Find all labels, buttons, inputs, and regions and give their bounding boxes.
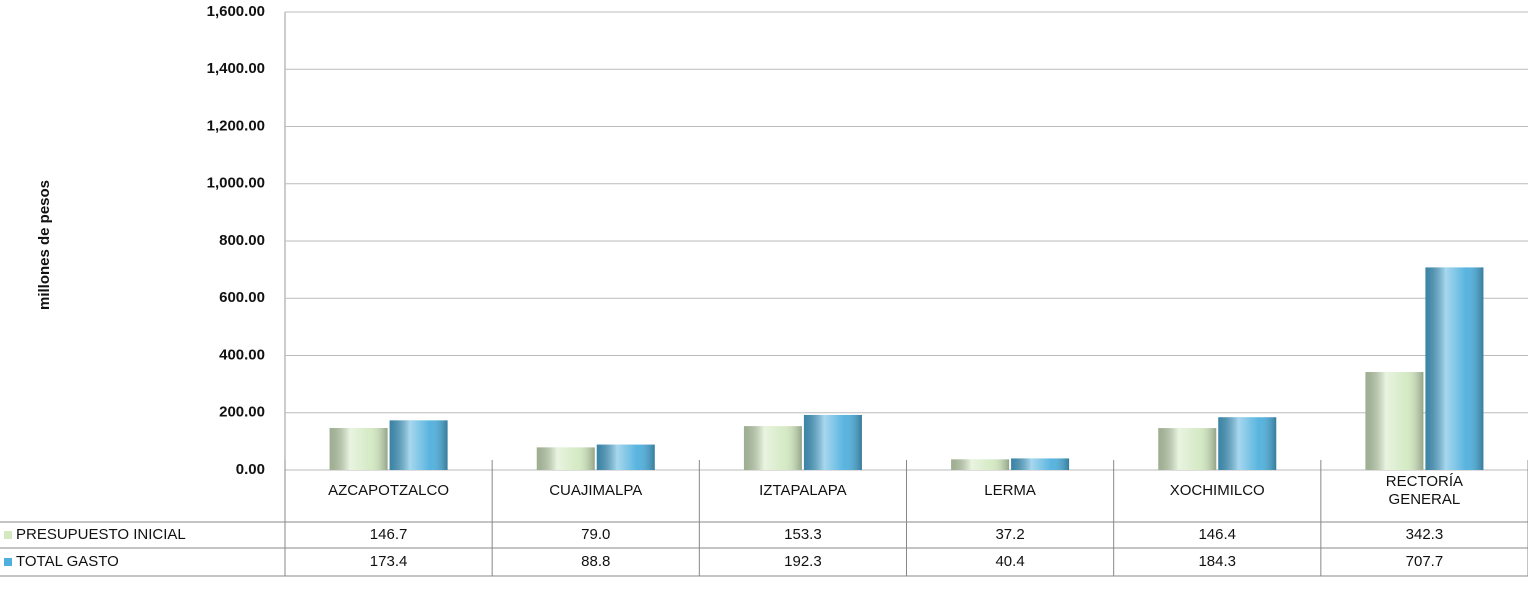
value-label: 40.4 [995,553,1024,570]
bar-shine [329,428,388,470]
bar-shine [1365,372,1424,470]
value-label: 79.0 [581,526,610,543]
legend-label: TOTAL GASTO [16,553,119,570]
bar-shine [389,420,448,470]
y-tick-label: 200.00 [219,404,265,421]
bar-shine [1218,417,1277,470]
category-cell: RECTORÍA GENERAL [1385,473,1464,508]
bar-shine [1011,458,1070,470]
bar-shine [951,459,1010,470]
value-label: 37.2 [995,526,1024,543]
y-axis-title: millones de pesos [36,180,53,310]
y-tick-label: 800.00 [219,232,265,249]
x-tick-label: XOCHIMILCO [1169,482,1265,499]
bar-shine [803,414,862,470]
y-tick-label: 600.00 [219,289,265,306]
value-label: 342.3 [1406,526,1444,543]
x-tick-label: IZTAPALAPA [759,482,847,499]
x-tick-label: LERMA [984,482,1036,499]
category-cell: IZTAPALAPA [759,482,847,499]
bar-shine [1158,428,1217,470]
y-tick-label: 0.00 [236,461,265,478]
value-label: 153.3 [784,526,822,543]
value-label: 707.7 [1406,553,1444,570]
value-label: 192.3 [784,553,822,570]
value-label: 146.7 [370,526,408,543]
y-tick-label: 1,000.00 [207,175,265,192]
value-label: 173.4 [370,553,408,570]
bar-shine [596,444,655,470]
y-tick-label: 1,200.00 [207,117,265,134]
category-cell: CUAJIMALPA [549,482,643,499]
x-tick-label: AZCAPOTZALCO [328,482,449,499]
category-cell: AZCAPOTZALCO [328,482,449,499]
legend-swatch [4,531,12,539]
bar-shine [743,426,802,470]
category-cell: XOCHIMILCO [1169,482,1265,499]
x-tick-label: RECTORÍA GENERAL [1385,473,1464,508]
value-label: 184.3 [1198,553,1236,570]
value-label: 146.4 [1198,526,1236,543]
category-cell: LERMA [984,482,1036,499]
legend-swatch [4,558,12,566]
bar-shine [1425,267,1484,470]
bar-shine [536,447,595,470]
y-tick-label: 1,400.00 [207,60,265,77]
y-tick-label: 1,600.00 [207,3,265,20]
legend-label: PRESUPUESTO INICIAL [16,526,186,543]
value-label: 88.8 [581,553,610,570]
x-tick-label: CUAJIMALPA [549,482,643,499]
y-tick-label: 400.00 [219,346,265,363]
